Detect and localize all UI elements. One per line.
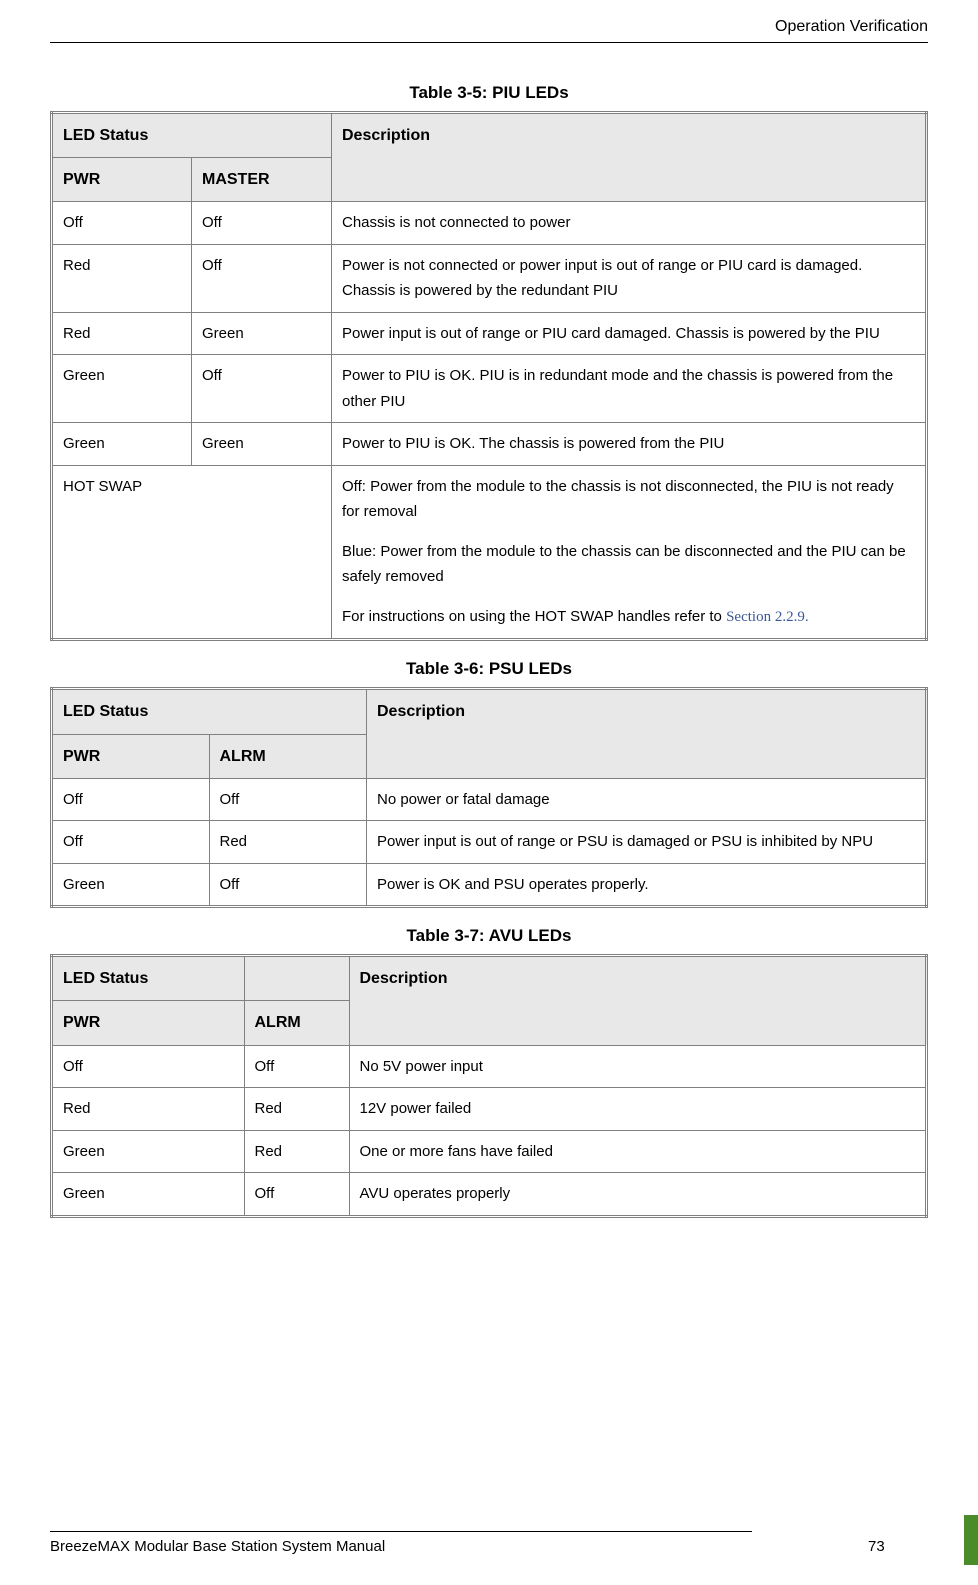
table-psu-leds: LED Status Description PWR ALRM Off Off … bbox=[50, 687, 928, 908]
cell: Red bbox=[52, 1088, 245, 1131]
th-description: Description bbox=[349, 956, 927, 1045]
table-caption-piu: Table 3-5: PIU LEDs bbox=[50, 83, 928, 103]
cell: 12V power failed bbox=[349, 1088, 927, 1131]
hotswap-p3: For instructions on using the HOT SWAP h… bbox=[342, 604, 915, 631]
cell: Red bbox=[244, 1088, 349, 1131]
header-rule bbox=[50, 42, 928, 43]
cell: Green bbox=[52, 1130, 245, 1173]
footer-manual: BreezeMAX Modular Base Station System Ma… bbox=[50, 1538, 868, 1555]
cell: Red bbox=[209, 821, 367, 864]
hotswap-p3-text: For instructions on using the HOT SWAP h… bbox=[342, 608, 726, 625]
page-footer: BreezeMAX Modular Base Station System Ma… bbox=[50, 1531, 928, 1555]
cell: No 5V power input bbox=[349, 1045, 927, 1088]
cell: Chassis is not connected to power bbox=[332, 202, 927, 245]
cell: Green bbox=[52, 355, 192, 423]
th-pwr: PWR bbox=[52, 158, 192, 202]
cell: Off bbox=[192, 202, 332, 245]
cell: Off bbox=[52, 1045, 245, 1088]
cell: Power to PIU is OK. The chassis is power… bbox=[332, 423, 927, 466]
table-caption-psu: Table 3-6: PSU LEDs bbox=[50, 659, 928, 679]
table-caption-avu: Table 3-7: AVU LEDs bbox=[50, 926, 928, 946]
table-row: Red Green Power input is out of range or… bbox=[52, 312, 927, 355]
cell: Red bbox=[52, 244, 192, 312]
cell: Green bbox=[52, 863, 210, 907]
table-row: Red Off Power is not connected or power … bbox=[52, 244, 927, 312]
cell: Red bbox=[244, 1130, 349, 1173]
cell: Green bbox=[52, 1173, 245, 1217]
table-row: Off Red Power input is out of range or P… bbox=[52, 821, 927, 864]
cell: Off bbox=[52, 202, 192, 245]
th-led-status: LED Status bbox=[52, 113, 332, 158]
th-pwr: PWR bbox=[52, 1001, 245, 1045]
cell: Off bbox=[244, 1045, 349, 1088]
cell: AVU operates properly bbox=[349, 1173, 927, 1217]
cell: Green bbox=[192, 423, 332, 466]
hotswap-p2: Blue: Power from the module to the chass… bbox=[342, 539, 915, 590]
table-row: Green Off Power is OK and PSU operates p… bbox=[52, 863, 927, 907]
th-pwr: PWR bbox=[52, 734, 210, 778]
cell: Off bbox=[209, 863, 367, 907]
cell-hotswap-label: HOT SWAP bbox=[52, 465, 332, 640]
header-section: Operation Verification bbox=[50, 0, 928, 42]
footer-page-number: 73 bbox=[868, 1538, 928, 1555]
cell: Off bbox=[209, 778, 367, 821]
cell: Power is OK and PSU operates properly. bbox=[367, 863, 927, 907]
cell: Red bbox=[52, 312, 192, 355]
th-alrm: ALRM bbox=[209, 734, 367, 778]
cell: Power input is out of range or PSU is da… bbox=[367, 821, 927, 864]
table-row: Red Red 12V power failed bbox=[52, 1088, 927, 1131]
footer-rule bbox=[50, 1531, 752, 1532]
cell: No power or fatal damage bbox=[367, 778, 927, 821]
cell: Power to PIU is OK. PIU is in redundant … bbox=[332, 355, 927, 423]
th-led-status: LED Status bbox=[52, 689, 367, 734]
th-master: MASTER bbox=[192, 158, 332, 202]
table-row: Green Green Power to PIU is OK. The chas… bbox=[52, 423, 927, 466]
table-avu-leds: LED Status Description PWR ALRM Off Off … bbox=[50, 954, 928, 1217]
hotswap-p1: Off: Power from the module to the chassi… bbox=[342, 474, 915, 525]
th-description: Description bbox=[332, 113, 927, 202]
table-row-hotswap: HOT SWAP Off: Power from the module to t… bbox=[52, 465, 927, 640]
cell-hotswap-desc: Off: Power from the module to the chassi… bbox=[332, 465, 927, 640]
cell: One or more fans have failed bbox=[349, 1130, 927, 1173]
cell: Green bbox=[192, 312, 332, 355]
cell: Off bbox=[192, 355, 332, 423]
cell: Green bbox=[52, 423, 192, 466]
table-piu-leds: LED Status Description PWR MASTER Off Of… bbox=[50, 111, 928, 641]
cell: Off bbox=[244, 1173, 349, 1217]
page-tab-icon bbox=[964, 1515, 978, 1565]
table-row: Green Red One or more fans have failed bbox=[52, 1130, 927, 1173]
cell: Off bbox=[192, 244, 332, 312]
table-row: Off Off Chassis is not connected to powe… bbox=[52, 202, 927, 245]
cell: Power input is out of range or PIU card … bbox=[332, 312, 927, 355]
table-row: Green Off AVU operates properly bbox=[52, 1173, 927, 1217]
th-description: Description bbox=[367, 689, 927, 778]
table-row: Green Off Power to PIU is OK. PIU is in … bbox=[52, 355, 927, 423]
cell: Power is not connected or power input is… bbox=[332, 244, 927, 312]
cell: Off bbox=[52, 778, 210, 821]
th-alrm: ALRM bbox=[244, 1001, 349, 1045]
table-row: Off Off No power or fatal damage bbox=[52, 778, 927, 821]
cell: Off bbox=[52, 821, 210, 864]
table-row: Off Off No 5V power input bbox=[52, 1045, 927, 1088]
section-link[interactable]: Section 2.2.9. bbox=[726, 609, 809, 625]
th-led-status: LED Status bbox=[52, 956, 245, 1001]
th-empty bbox=[244, 956, 349, 1001]
